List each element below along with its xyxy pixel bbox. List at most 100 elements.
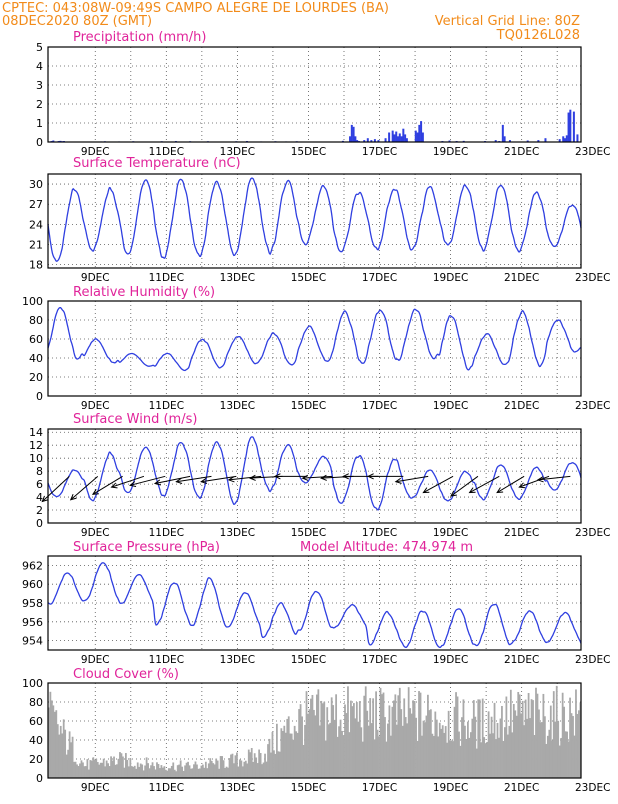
precip-bar [349, 136, 352, 142]
cloud-bar [366, 710, 369, 778]
cloud-bar [326, 707, 329, 778]
cloud-bar [299, 704, 302, 778]
cloud-bar [150, 765, 152, 778]
cloud-bar [153, 766, 155, 778]
cloud-bar [101, 762, 104, 778]
cloud-bar [213, 764, 216, 778]
cloud-bar [548, 729, 551, 778]
precip-bar [508, 140, 511, 142]
cloud-bar [358, 701, 361, 778]
cloud-bar [545, 743, 548, 778]
cloud-bar [215, 758, 218, 778]
cloud-bar [273, 750, 275, 778]
pressure-xtick-label: 17DEC [362, 654, 397, 666]
precip-bar [52, 140, 55, 142]
cloud-bar [486, 741, 489, 778]
wind-xtick-label: 9DEC [81, 527, 110, 539]
cloud-bar [262, 762, 265, 778]
precip-xtick-label: 23DEC [575, 146, 610, 158]
wind-vector-head [153, 479, 161, 486]
cloud-bar [523, 725, 526, 778]
cloud-bar [132, 766, 135, 778]
cloud-bar [133, 765, 136, 778]
cloud-bar [203, 767, 206, 778]
cloud-bar [216, 760, 219, 778]
wind-vector [450, 475, 479, 497]
cloud-bar [348, 732, 351, 778]
cloud-bar [82, 762, 84, 778]
cloud-bar [310, 698, 312, 778]
rh-xtick-label: 9DEC [81, 400, 110, 412]
cloud-bar [271, 732, 274, 778]
wind-vector [395, 475, 429, 483]
cloud-bar [259, 753, 262, 778]
cloud-bar [394, 694, 397, 778]
rh-xtick-label: 15DEC [291, 400, 326, 412]
cloud-bar [224, 767, 226, 778]
wind-vector-head [129, 481, 137, 488]
cloud-bar [504, 727, 506, 778]
cloud-bar [395, 724, 398, 778]
cloud-bar [209, 758, 212, 778]
cloud-bar [59, 725, 62, 778]
cloud-bar [572, 716, 574, 778]
rh-xtick-label: 11DEC [149, 400, 184, 412]
wind-vector [496, 475, 525, 493]
cloud-bar [487, 711, 490, 778]
cloud-bar [147, 763, 149, 778]
cloud-bar [206, 768, 209, 778]
precip-bar [503, 136, 506, 142]
cloud-bar [381, 694, 383, 778]
cloud-bar [361, 741, 364, 778]
cloud-bar [77, 766, 80, 778]
cloud-bar [90, 760, 93, 778]
cloud-bar [320, 700, 323, 778]
cloud-bar [53, 711, 56, 778]
temp-xtick-label: 13DEC [220, 272, 255, 284]
precip-bar [388, 132, 391, 142]
precip-bar [558, 139, 561, 142]
cloud-bar [79, 763, 81, 778]
precip-xtick-label: 9DEC [81, 146, 110, 158]
temp-xtick-label: 15DEC [291, 272, 326, 284]
cloud-ytick-label: 100 [22, 677, 43, 690]
wind-vector-head [496, 487, 504, 494]
precip-xtick-label: 19DEC [433, 146, 468, 158]
precip-xtick-label: 13DEC [220, 146, 255, 158]
cloud-bar [465, 738, 468, 778]
cloud-bar [549, 705, 552, 778]
cloud-bar [237, 766, 240, 778]
cloud-bar [524, 699, 527, 778]
header-grid-note: Vertical Grid Line: 80Z [435, 14, 580, 29]
cloud-bar [204, 761, 207, 778]
cloud-bar [570, 713, 573, 778]
cloud-bar [536, 693, 539, 778]
cloud-ytick-label: 0 [36, 772, 43, 785]
cloud-bar [314, 715, 317, 778]
cloud-bar [508, 725, 511, 778]
precip-bar [405, 138, 408, 142]
cloud-bar [110, 756, 112, 778]
cloud-bar [422, 720, 425, 778]
wind-vector [201, 475, 237, 483]
cloud-bar [255, 757, 258, 778]
pressure-ytick-label: 956 [22, 616, 43, 629]
cloud-bar [52, 705, 55, 778]
cloud-bar [148, 768, 151, 778]
precip-bar [526, 140, 529, 142]
cloud-bar [107, 763, 110, 778]
cloud-bar [298, 709, 300, 778]
cloud-bar [509, 689, 512, 778]
wind-xtick-label: 11DEC [149, 527, 184, 539]
cloud-bar [222, 760, 225, 778]
cloud-bar [458, 731, 460, 778]
precip-bar [404, 134, 407, 142]
wind-vector [154, 475, 191, 485]
cloud-bar [560, 737, 563, 778]
cloud-bar [176, 765, 179, 778]
cloud-bar [187, 761, 189, 778]
cloud-xtick-label: 13DEC [220, 782, 255, 794]
cloud-bar [252, 761, 255, 778]
cloud-bar [126, 759, 129, 778]
cloud-bar [318, 725, 321, 778]
